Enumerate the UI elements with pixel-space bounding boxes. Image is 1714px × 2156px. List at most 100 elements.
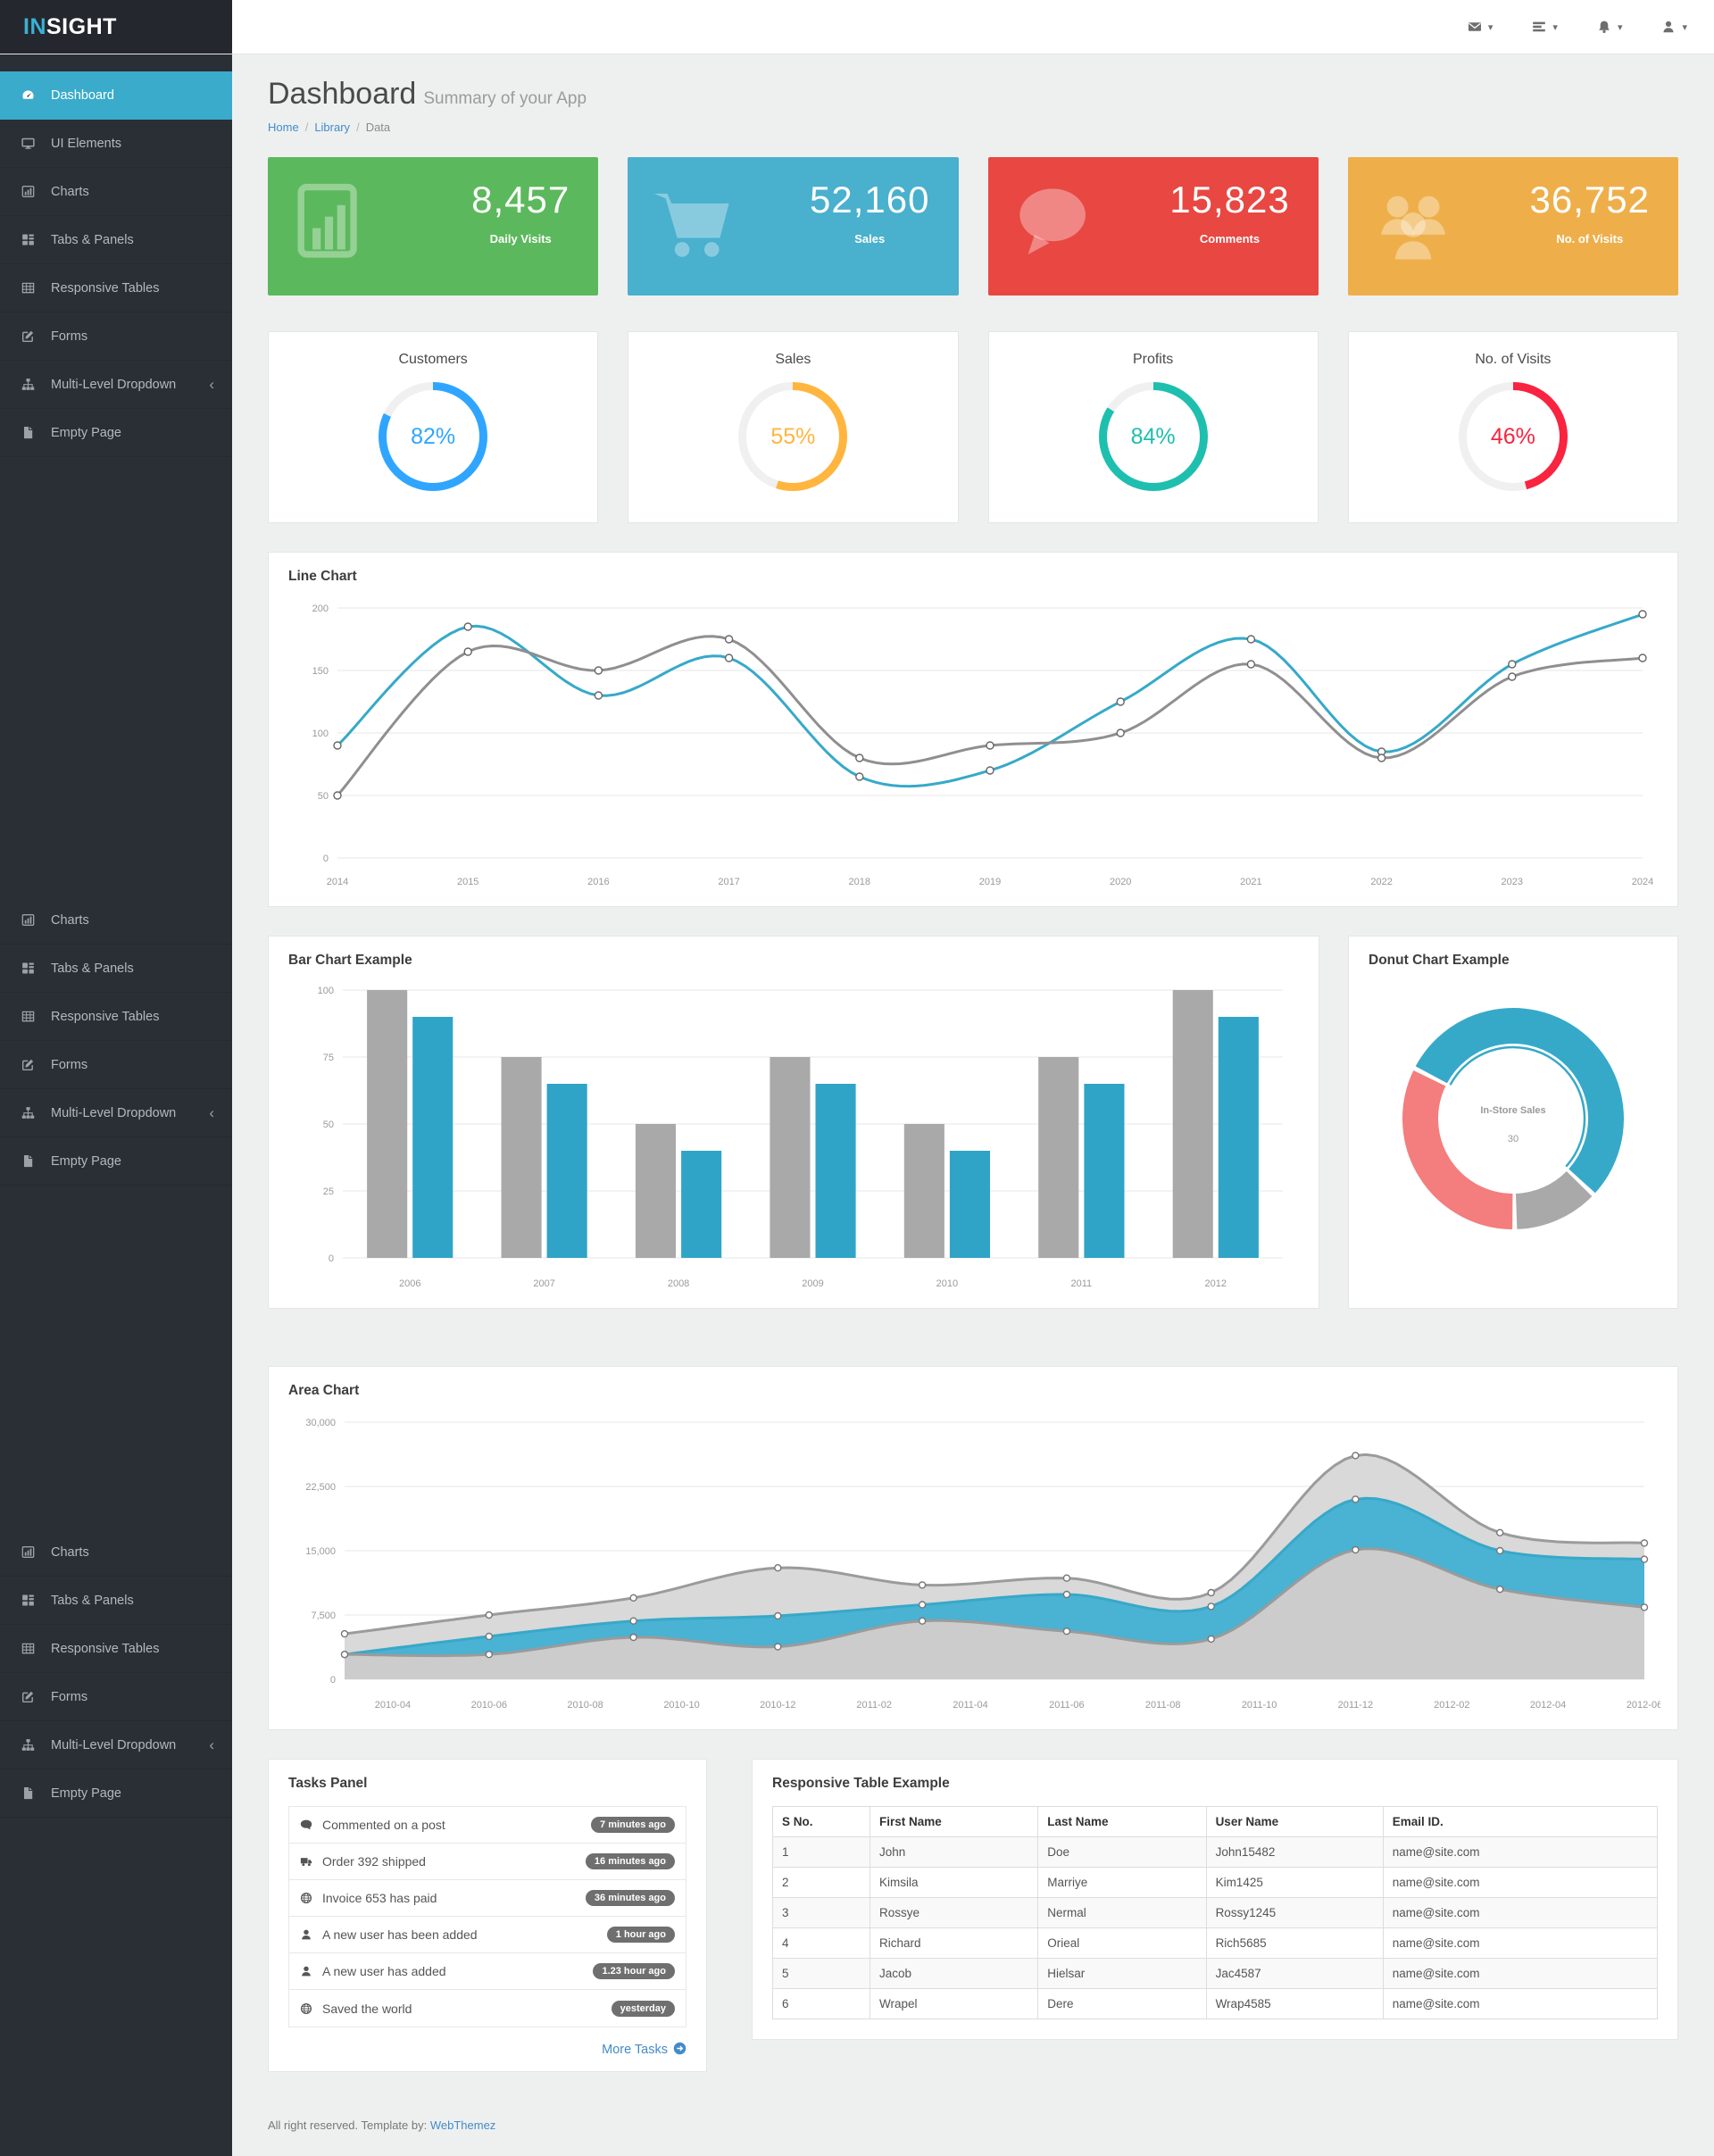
sidebar-item-responsive-tables[interactable]: Responsive Tables <box>0 264 232 312</box>
sidebar-item-forms[interactable]: Forms <box>0 1041 232 1089</box>
table-row[interactable]: 6 Wrapel Dere Wrap4585 name@site.com <box>772 1988 1659 2019</box>
brand-logo[interactable]: IN SIGHT <box>0 0 232 54</box>
svg-text:2011-02: 2011-02 <box>856 1700 892 1711</box>
gauge-hole: 55% <box>746 390 840 483</box>
sidebar-item-forms[interactable]: Forms <box>0 1673 232 1721</box>
sidebar-item-forms[interactable]: Forms <box>0 312 232 361</box>
brand-prefix: IN <box>23 13 46 39</box>
svg-text:2010-06: 2010-06 <box>471 1700 507 1711</box>
page-subtitle: Summary of your App <box>423 89 587 108</box>
breadcrumb-link-home[interactable]: Home <box>268 121 299 134</box>
stat-card-daily-visits[interactable]: 8,457 Daily Visits <box>268 157 599 296</box>
sidebar-item-multi-level-dropdown[interactable]: Multi-Level Dropdown ‹ <box>0 361 232 409</box>
gauge-hole: 82% <box>387 390 480 483</box>
sidebar-item-multi-level-dropdown[interactable]: Multi-Level Dropdown ‹ <box>0 1721 232 1769</box>
sidebar-item-responsive-tables[interactable]: Responsive Tables <box>0 1625 232 1673</box>
sidebar-item-label: Responsive Tables <box>51 1641 160 1656</box>
sidebar-item-dashboard[interactable]: Dashboard <box>0 71 232 120</box>
responsive-table: S No. First Name Last Name User Name Email I… <box>772 1806 1659 2019</box>
table-row[interactable]: 4 Richard Orieal Rich5685 name@site.com <box>772 1927 1659 1959</box>
sidebar-item-empty-page[interactable]: Empty Page <box>0 409 232 457</box>
svg-text:2018: 2018 <box>849 877 870 887</box>
header-menu: ▾ ▾ ▾ ▾ <box>1468 0 1687 54</box>
footer-text: All right reserved. Template by: <box>268 2119 430 2132</box>
sidebar-item-empty-page[interactable]: Empty Page <box>0 1769 232 1818</box>
breadcrumb-current: Data <box>365 121 391 134</box>
table-row[interactable]: 3 Rossye Nermal Rossy1245 name@site.com <box>772 1897 1659 1928</box>
sidebar-item-charts[interactable]: Charts <box>0 1528 232 1577</box>
table-row[interactable]: 5 Jacob Hielsar Jac4587 name@site.com <box>772 1958 1659 1989</box>
file-icon <box>24 426 33 439</box>
sidebar-item-tabs-panels[interactable]: Tabs & Panels <box>0 216 232 264</box>
user-icon <box>302 1966 311 1977</box>
table-cell: Hielsar <box>1037 1958 1207 1989</box>
donut-chart-panel: Donut Chart Example In-Store Sales 30 <box>1348 936 1678 1309</box>
table-cell: Nermal <box>1037 1897 1207 1928</box>
stat-card-sales[interactable]: 52,160 Sales <box>628 157 959 296</box>
footer: All right reserved. Template by: WebThem… <box>268 2101 1678 2156</box>
table-header-email-id: Email ID. <box>1382 1806 1659 1837</box>
stat-value: 8,457 <box>471 179 570 221</box>
svg-text:2010: 2010 <box>936 1278 958 1289</box>
task-item[interactable]: A new user has added 1.23 hour ago <box>289 1953 686 1990</box>
task-time-badge: 1 hour ago <box>606 1927 675 1943</box>
svg-text:22,500: 22,500 <box>305 1482 336 1493</box>
brand-suffix: SIGHT <box>46 13 117 39</box>
sidebar-item-label: Tabs & Panels <box>51 232 134 247</box>
table-row[interactable]: 1 John Doe John15482 name@site.com <box>772 1836 1659 1868</box>
sidebar-item-multi-level-dropdown[interactable]: Multi-Level Dropdown ‹ <box>0 1089 232 1137</box>
truck-icon <box>300 1858 312 1867</box>
panel-title: Bar Chart Example <box>288 953 412 968</box>
user-menu[interactable]: ▾ <box>1661 20 1687 34</box>
table-cell: name@site.com <box>1382 1988 1659 2019</box>
task-item[interactable]: A new user has been added 1 hour ago <box>289 1917 686 1953</box>
sidebar-item-ui-elements[interactable]: UI Elements <box>0 120 232 168</box>
task-item[interactable]: Order 392 shipped 16 minutes ago <box>289 1844 686 1880</box>
line-chart-panel: Line Chart 0 50 100 150 200 2014 2015 2016 2… <box>268 552 1678 907</box>
globe-icon <box>300 1892 312 1904</box>
bell-menu[interactable]: ▾ <box>1597 20 1622 34</box>
svg-text:15,000: 15,000 <box>305 1546 336 1557</box>
task-item[interactable]: Commented on a post 7 minutes ago <box>289 1807 686 1844</box>
stat-card-comments[interactable]: 15,823 Comments <box>987 157 1319 296</box>
table-cell: Orieal <box>1037 1927 1207 1959</box>
svg-text:2010-04: 2010-04 <box>375 1700 411 1711</box>
sidebar-item-tabs-panels[interactable]: Tabs & Panels <box>0 1577 232 1625</box>
file-icon <box>24 1786 33 1800</box>
sidebar-item-empty-page[interactable]: Empty Page <box>0 1137 232 1186</box>
sidebar-item-label: Responsive Tables <box>51 1009 160 1024</box>
footer-link[interactable]: WebThemez <box>429 2119 496 2132</box>
bell-icon <box>1599 21 1610 33</box>
tablegrid-icon <box>21 1011 35 1022</box>
sidebar: Dashboard UI Elements Charts Tabs & Panels R… <box>0 54 232 2156</box>
panel-title: Line Chart <box>288 569 357 584</box>
sidebar-item-tabs-panels[interactable]: Tabs & Panels <box>0 945 232 993</box>
task-text: A new user has been added <box>322 1927 478 1942</box>
table-row[interactable]: 2 Kimsila Marriye Kim1425 name@site.com <box>772 1867 1659 1898</box>
more-tasks-link[interactable]: More Tasks <box>269 2031 706 2071</box>
sidebar-item-responsive-tables[interactable]: Responsive Tables <box>0 993 232 1041</box>
gauge-title: Profits <box>1132 352 1174 367</box>
stat-label: No. of Visits <box>1556 232 1624 246</box>
svg-text:2014: 2014 <box>327 877 348 887</box>
table-head: S No. First Name Last Name User Name Email I… <box>772 1806 1659 1837</box>
chart-icon <box>293 182 375 269</box>
stat-card-info: 8,457 Daily Visits <box>471 179 570 246</box>
svg-text:2020: 2020 <box>1110 877 1131 887</box>
stat-card-no-of-visits[interactable]: 36,752 No. of Visits <box>1347 157 1678 296</box>
sidebar-item-charts[interactable]: Charts <box>0 896 232 945</box>
pencil-icon <box>21 1059 34 1071</box>
svg-text:75: 75 <box>323 1053 334 1063</box>
task-item[interactable]: Invoice 653 has paid 36 minutes ago <box>289 1880 686 1917</box>
svg-text:2021: 2021 <box>1240 877 1261 887</box>
sidebar-item-label: Forms <box>51 1689 88 1704</box>
tasks-menu[interactable]: ▾ <box>1532 20 1558 34</box>
breadcrumb-link-library[interactable]: Library <box>314 121 351 134</box>
svg-text:2015: 2015 <box>457 877 478 887</box>
task-item[interactable]: Saved the world yesterday <box>289 1990 686 2027</box>
task-text: Saved the world <box>322 2001 412 2016</box>
envelope-menu[interactable]: ▾ <box>1468 20 1493 34</box>
sidebar-item-charts[interactable]: Charts <box>0 168 232 216</box>
svg-text:0: 0 <box>330 1675 336 1686</box>
svg-text:50: 50 <box>323 1120 334 1130</box>
